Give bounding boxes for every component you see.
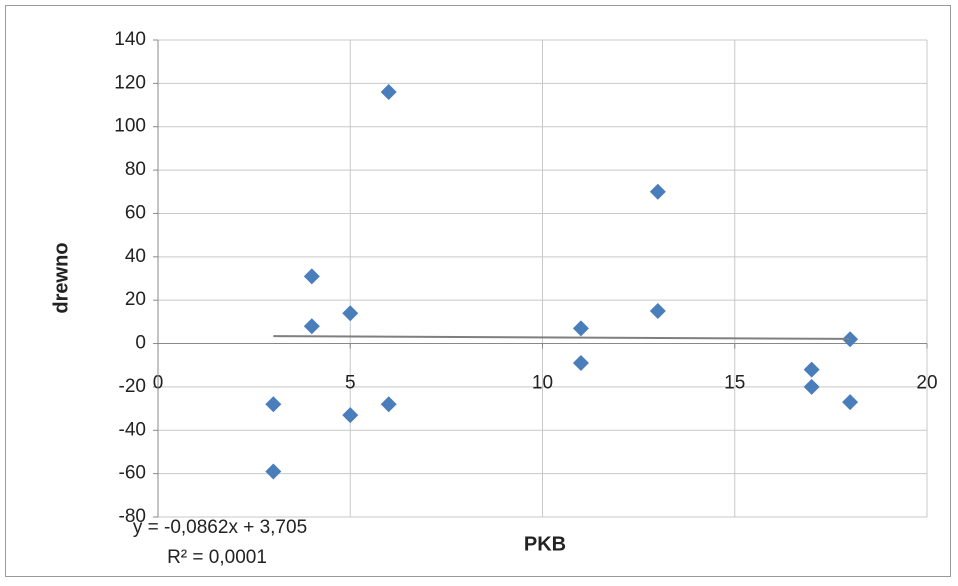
point [380, 84, 397, 101]
point [265, 396, 282, 413]
point [803, 378, 820, 395]
y-tick-label: 100 [114, 116, 146, 137]
y-tick-label: 0 [135, 333, 146, 354]
point [842, 394, 859, 411]
y-tick-label: 20 [125, 289, 146, 310]
point [572, 320, 589, 337]
point [303, 268, 320, 285]
y-tick-label: -20 [119, 376, 146, 397]
x-tick-label: 15 [724, 373, 745, 394]
y-tick-label: -40 [119, 419, 146, 440]
point [842, 331, 859, 348]
point [303, 318, 320, 335]
point [572, 355, 589, 372]
point [265, 463, 282, 480]
y-tick-label: -80 [119, 506, 146, 527]
y-tick-label: 120 [114, 72, 146, 93]
y-tick-label: 80 [125, 159, 146, 180]
y-tick-label: 140 [114, 29, 146, 50]
trendline [273, 335, 851, 340]
x-tick-label: 5 [345, 373, 356, 394]
trendline-equation: y = -0,0862x + 3,705 [133, 517, 307, 538]
x-tick-label: 20 [916, 373, 937, 394]
y-tick-label: 40 [125, 246, 146, 267]
trendline-r2: R² = 0,0001 [167, 547, 267, 568]
x-tick-label: 10 [532, 373, 553, 394]
point [649, 303, 666, 320]
point [803, 361, 820, 378]
chart-frame [5, 5, 951, 577]
point [342, 407, 359, 424]
x-axis-label: PKB [524, 533, 566, 555]
y-axis-label: drewno [50, 242, 72, 313]
y-tick-label: 60 [125, 202, 146, 223]
point [649, 183, 666, 200]
y-tick-label: -60 [119, 463, 146, 484]
point [342, 305, 359, 322]
point [380, 396, 397, 413]
